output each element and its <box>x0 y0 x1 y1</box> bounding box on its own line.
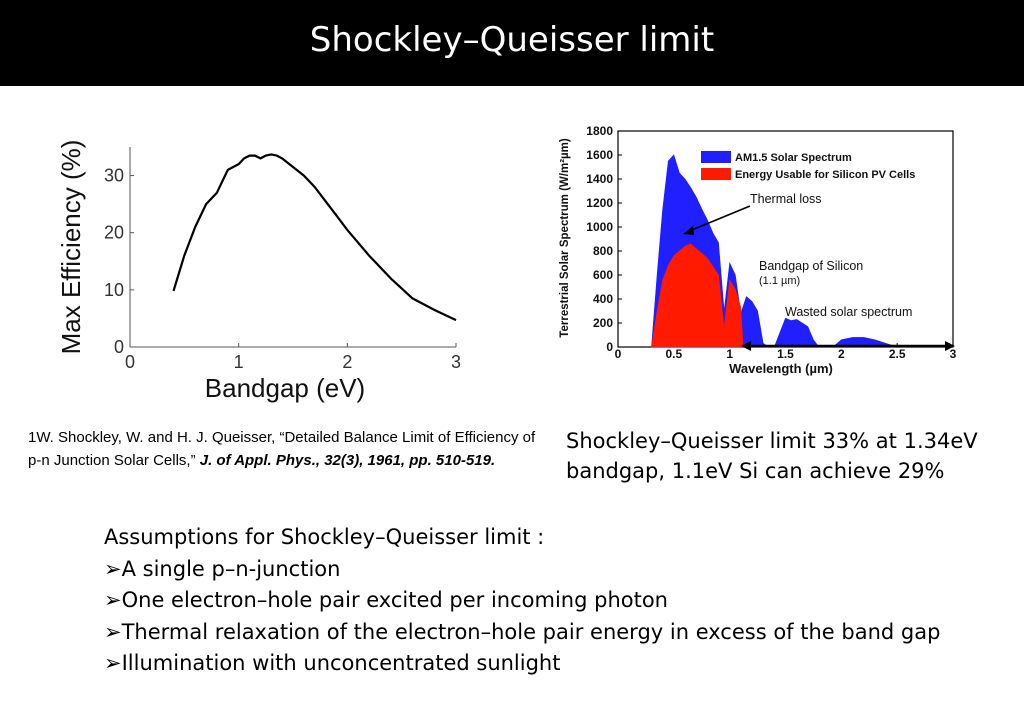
bullet-arrow-icon: ➢ <box>104 588 122 612</box>
citation-journal: J. of Appl. Phys., 32(3), 1961, pp. 510-… <box>195 452 496 469</box>
list-item-text: Illumination with unconcentrated sunligh… <box>121 651 561 675</box>
efficiency-curve <box>172 153 457 322</box>
y-tick-label: 1800 <box>586 124 613 138</box>
y-tick-label: 10 <box>104 280 124 300</box>
thermal-loss-arrow <box>686 205 751 233</box>
list-item-text: A single p–n-junction <box>121 556 341 581</box>
list-item-text: Thermal relaxation of the electron–hole … <box>121 619 941 644</box>
summary-line: bandgap, 1.1eV Si can achieve 29% <box>566 459 945 483</box>
chart-axes <box>129 147 457 348</box>
summary-line: Shockley–Queisser limit 33% at 1.34eV <box>566 429 978 453</box>
x-tick-label: 0 <box>125 352 135 372</box>
y-tick-label: 0 <box>606 340 613 354</box>
x-tick-label: 1.5 <box>777 347 794 361</box>
citation-text: 1W. Shockley, W. and H. J. Queisser, “De… <box>28 429 536 469</box>
chart-series <box>172 153 457 322</box>
x-axis-label: Wavelength (µm) <box>729 361 833 376</box>
chart-series <box>651 154 898 348</box>
y-tick-label: 1400 <box>586 172 613 186</box>
citation: 1W. Shockley, W. and H. J. Queisser, “De… <box>28 426 548 472</box>
assumptions-list: Assumptions for Shockley–Queisser limit … <box>104 522 1004 680</box>
y-axis-label: Terrestrial Solar Spectrum (W/m²µm) <box>559 138 571 338</box>
y-axis-label: Max Efficiency (%) <box>56 140 86 355</box>
x-axis-label: Bandgap (eV) <box>205 373 365 403</box>
arrow-head-icon <box>683 226 694 235</box>
y-tick-label: 1200 <box>586 196 613 210</box>
y-tick-label: 800 <box>593 244 613 258</box>
page-title: Shockley–Queisser limit <box>309 20 715 60</box>
x-tick-label: 3 <box>451 352 461 372</box>
legend-label: Energy Usable for Silicon PV Cells <box>735 169 915 181</box>
x-tick-label: 1 <box>726 347 733 361</box>
title-bar <box>0 0 1024 86</box>
y-tick-label: 200 <box>593 316 613 330</box>
list-item: ➢Thermal relaxation of the electron–hole… <box>104 617 1004 649</box>
chart-annotations: Thermal loss Bandgap of Silicon (1.1 µm) Wa… <box>683 192 955 351</box>
legend-swatch <box>701 168 731 180</box>
x-tick-label: 2.5 <box>889 347 906 361</box>
bandgap-wavelength-label: (1.1 µm) <box>759 275 800 287</box>
y-tick-label: 1000 <box>586 220 613 234</box>
y-tick-label: 600 <box>593 268 613 282</box>
bandgap-label: Bandgap of Silicon <box>759 259 863 273</box>
list-item: ➢Illumination with unconcentrated sunlig… <box>104 648 1004 680</box>
x-tick-label: 2 <box>838 347 845 361</box>
x-tick-label: 2 <box>342 352 352 372</box>
arrow-left-icon <box>741 341 752 351</box>
legend-label: AM1.5 Solar Spectrum <box>735 152 852 164</box>
usable-energy-area <box>651 243 744 348</box>
assumptions-heading: Assumptions for Shockley–Queisser limit … <box>104 525 545 549</box>
list-item: ➢One electron–hole pair excited per inco… <box>104 585 1004 617</box>
list-item: ➢A single p–n-junction <box>104 554 1004 586</box>
x-tick-label: 0 <box>615 347 622 361</box>
summary-text: Shockley–Queisser limit 33% at 1.34eV ba… <box>566 426 1006 486</box>
list-item-text: One electron–hole pair excited per incom… <box>121 588 668 612</box>
x-tick-label: 1 <box>234 352 244 372</box>
bullet-arrow-icon: ➢ <box>104 619 122 644</box>
y-tick-label: 400 <box>593 292 613 306</box>
chart-tick-labels: 0 0.5 1 1.5 2 2.5 3 0 200 400 600 800 1000 1200 1400 16… <box>586 124 956 361</box>
y-tick-label: 30 <box>104 166 124 186</box>
arrow-right-icon <box>945 341 955 351</box>
thermal-loss-label: Thermal loss <box>750 192 822 206</box>
y-tick-label: 1600 <box>586 148 613 162</box>
y-tick-label: 20 <box>104 223 124 243</box>
legend-swatch <box>701 151 731 163</box>
x-tick-label: 3 <box>950 347 957 361</box>
x-tick-label: 0.5 <box>665 347 682 361</box>
bullet-arrow-icon: ➢ <box>104 556 122 581</box>
y-tick-label: 0 <box>114 337 124 357</box>
solar-spectrum-chart: 0 0.5 1 1.5 2 2.5 3 0 200 400 600 800 1000 1200 1400 16… <box>559 124 957 376</box>
chart-legend: AM1.5 Solar Spectrum Energy Usable for Si… <box>701 151 915 181</box>
wasted-spectrum-label: Wasted solar spectrum <box>785 305 912 319</box>
bullet-arrow-icon: ➢ <box>104 651 122 675</box>
